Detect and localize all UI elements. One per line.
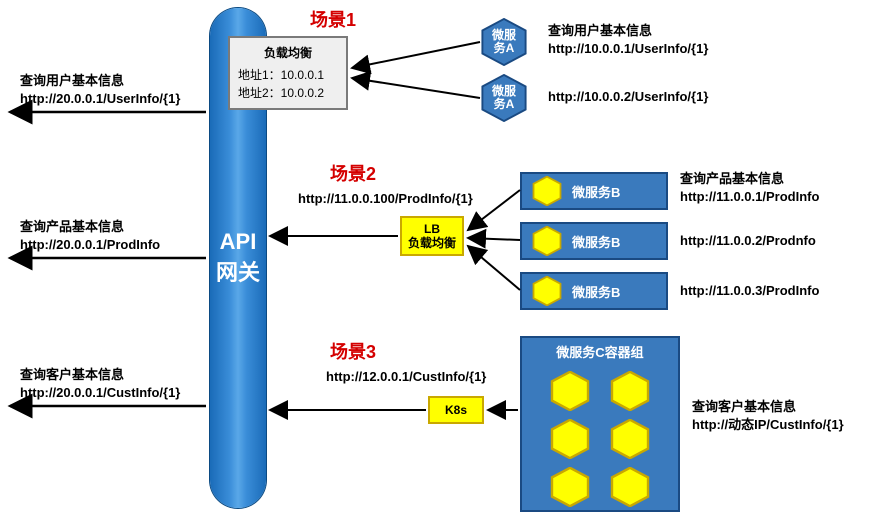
s1-left: 查询用户基本信息 http://20.0.0.1/UserInfo/{1} bbox=[20, 72, 180, 108]
s2-url-in: http://11.0.0.100/ProdInfo/{1} bbox=[298, 190, 473, 208]
ms-a-label: 微服 务A bbox=[492, 29, 516, 55]
s3-url-in: http://12.0.0.1/CustInfo/{1} bbox=[326, 368, 486, 386]
pod-icon bbox=[610, 467, 650, 507]
s1-right-bot: http://10.0.0.2/UserInfo/{1} bbox=[548, 88, 708, 106]
s1-rt-url: http://10.0.0.1/UserInfo/{1} bbox=[548, 40, 708, 58]
hex-icon bbox=[532, 176, 562, 206]
svc-b-label: 微服务B bbox=[572, 182, 620, 201]
s3-r-title: 查询客户基本信息 bbox=[692, 398, 844, 416]
s3-left-title: 查询客户基本信息 bbox=[20, 366, 180, 384]
scenario1-header: 场景1 bbox=[310, 6, 356, 32]
s2-r2: http://11.0.0.3/ProdInfo bbox=[680, 282, 819, 300]
ms-a-label-2: 微服 务A bbox=[492, 85, 516, 111]
s1-right-top: 查询用户基本信息 http://10.0.0.1/UserInfo/{1} bbox=[548, 22, 708, 58]
s2-r0: 查询产品基本信息 http://11.0.0.1/ProdInfo bbox=[680, 170, 819, 206]
pod-icon bbox=[550, 419, 590, 459]
scenario2-header: 场景2 bbox=[330, 160, 376, 186]
pod-icon bbox=[610, 371, 650, 411]
microservice-a-2: 微服 务A bbox=[480, 74, 528, 122]
s2-left-url: http://20.0.0.1/ProdInfo bbox=[20, 236, 160, 254]
pod-grid bbox=[522, 365, 678, 519]
s1-rt-title: 查询用户基本信息 bbox=[548, 22, 708, 40]
s1-left-title: 查询用户基本信息 bbox=[20, 72, 180, 90]
s2-r1: http://11.0.0.2/Prodnfo bbox=[680, 232, 816, 250]
s1-rb-url: http://10.0.0.2/UserInfo/{1} bbox=[548, 88, 708, 106]
s2-left: 查询产品基本信息 http://20.0.0.1/ProdInfo bbox=[20, 218, 160, 254]
s2-r1-url: http://11.0.0.2/Prodnfo bbox=[680, 232, 816, 250]
svc-b-label: 微服务B bbox=[572, 232, 620, 251]
diagram-root: { "colors": { "gateway_gradient": ["#1a6… bbox=[0, 0, 882, 519]
svc-c-title: 微服务C容器组 bbox=[522, 338, 678, 365]
svc-b-2: 微服务B bbox=[520, 222, 668, 260]
k8s-label: K8s bbox=[445, 403, 467, 417]
pod-icon bbox=[610, 419, 650, 459]
k8s-box: K8s bbox=[428, 396, 484, 424]
scenario1-lb-box: 负载均衡 地址1：10.0.0.1 地址2：10.0.0.2 bbox=[228, 36, 348, 110]
lb-addr1: 地址1：10.0.0.1 bbox=[238, 66, 338, 84]
s2-r0-title: 查询产品基本信息 bbox=[680, 170, 819, 188]
s3-left-url: http://20.0.0.1/CustInfo/{1} bbox=[20, 384, 180, 402]
svc-b-3: 微服务B bbox=[520, 272, 668, 310]
microservice-a-1: 微服 务A bbox=[480, 18, 528, 66]
s2-r0-url: http://11.0.0.1/ProdInfo bbox=[680, 188, 819, 206]
s2-left-title: 查询产品基本信息 bbox=[20, 218, 160, 236]
hex-icon bbox=[532, 276, 562, 306]
lb-title: 负载均衡 bbox=[238, 44, 338, 62]
s1-left-url: http://20.0.0.1/UserInfo/{1} bbox=[20, 90, 180, 108]
lb-addr2: 地址2：10.0.0.2 bbox=[238, 84, 338, 102]
scenario3-header: 场景3 bbox=[330, 338, 376, 364]
s3-right: 查询客户基本信息 http://动态IP/CustInfo/{1} bbox=[692, 398, 844, 434]
svc-c-group: 微服务C容器组 bbox=[520, 336, 680, 512]
svc-b-label: 微服务B bbox=[572, 282, 620, 301]
hex-icon bbox=[532, 226, 562, 256]
s2-r2-url: http://11.0.0.3/ProdInfo bbox=[680, 282, 819, 300]
pod-icon bbox=[550, 467, 590, 507]
lb-line2: 负载均衡 bbox=[408, 236, 456, 250]
scenario2-lb: LB 负载均衡 bbox=[400, 216, 464, 256]
svc-b-1: 微服务B bbox=[520, 172, 668, 210]
pod-icon bbox=[550, 371, 590, 411]
api-gateway-label: API 网关 bbox=[216, 229, 260, 287]
lb-line1: LB bbox=[408, 222, 456, 236]
s3-r-url: http://动态IP/CustInfo/{1} bbox=[692, 416, 844, 434]
s3-left: 查询客户基本信息 http://20.0.0.1/CustInfo/{1} bbox=[20, 366, 180, 402]
